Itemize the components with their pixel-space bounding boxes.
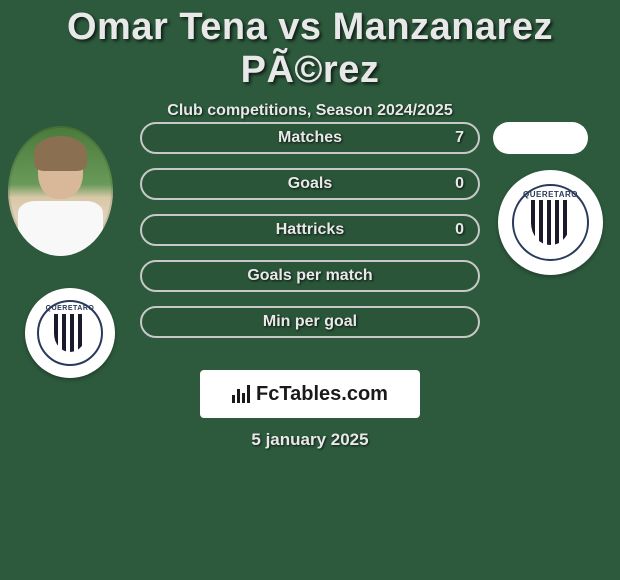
- stats-list: Matches 7 Goals 0 Hattricks 0 Goals per …: [140, 122, 480, 352]
- stat-row-hattricks: Hattricks 0: [140, 214, 480, 246]
- branding-badge: FcTables.com: [200, 370, 420, 418]
- stat-value-right: 0: [455, 221, 464, 239]
- stat-row-matches: Matches 7: [140, 122, 480, 154]
- badge-text: QUERETARO: [523, 190, 578, 199]
- page-title: Omar Tena vs Manzanarez PÃ©rez: [0, 0, 620, 92]
- club-badge-right: QUERETARO: [498, 170, 603, 275]
- stat-label: Goals per match: [247, 267, 372, 285]
- stat-label: Matches: [278, 129, 342, 147]
- stat-label: Min per goal: [263, 313, 357, 331]
- branding-text: FcTables.com: [256, 383, 388, 406]
- badge-text: QUERETARO: [46, 305, 95, 312]
- stat-value-right: 7: [455, 129, 464, 147]
- club-badge-left: QUERETARO: [25, 288, 115, 378]
- player-left-photo: [8, 126, 113, 256]
- subtitle: Club competitions, Season 2024/2025: [0, 102, 620, 120]
- player-right-photo-placeholder: [493, 122, 588, 154]
- stat-value-right: 0: [455, 175, 464, 193]
- stat-row-goals: Goals 0: [140, 168, 480, 200]
- comparison-card: Omar Tena vs Manzanarez PÃ©rez Club comp…: [0, 0, 620, 580]
- stat-label: Hattricks: [276, 221, 344, 239]
- date-text: 5 january 2025: [0, 430, 620, 450]
- bar-chart-icon: [232, 385, 250, 403]
- stat-row-goals-per-match: Goals per match: [140, 260, 480, 292]
- stat-label: Goals: [288, 175, 332, 193]
- stat-row-min-per-goal: Min per goal: [140, 306, 480, 338]
